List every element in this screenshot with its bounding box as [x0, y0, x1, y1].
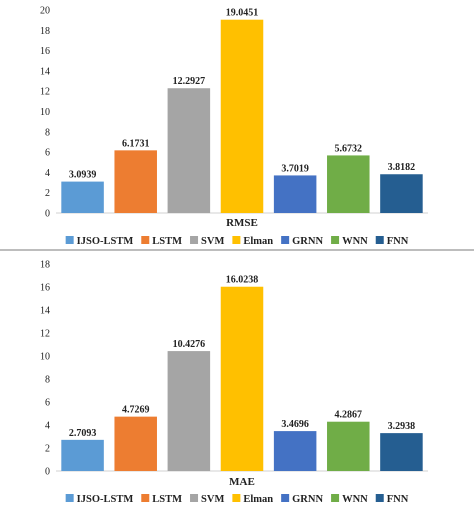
rmse-legend-swatch-svm	[190, 236, 199, 244]
mae-y-tick-label: 16	[40, 283, 50, 294]
mae-value-label-grnn: 3.4696	[281, 419, 309, 430]
mae-y-tick-label: 6	[45, 398, 50, 409]
rmse-chart-panel: 0 2 4 6 8 10 12 14 16 18 20 3.0939 6.1731 12.2927 19.0…	[0, 0, 474, 250]
rmse-y-tick-label: 12	[40, 87, 50, 98]
mae-value-label-ijso-lstm: 2.7093	[69, 428, 97, 439]
rmse-legend-swatch-lstm	[141, 236, 150, 244]
mae-x-axis-title: MAE	[229, 476, 255, 488]
mae-y-tick-label: 0	[45, 467, 50, 478]
rmse-bar-elman	[220, 19, 264, 214]
mae-chart-panel: 0 2 4 6 8 10 12 14 16 18 2.7093 4.7269 10.4276 16.023…	[0, 252, 474, 509]
rmse-bar-grnn	[273, 175, 317, 213]
mae-bar-grnn	[273, 431, 317, 471]
mae-y-tick-label: 8	[45, 375, 50, 386]
rmse-x-axis-title: RMSE	[226, 217, 258, 229]
rmse-bar-chart: 0 2 4 6 8 10 12 14 16 18 20 3.0939 6.1731 12.2927 19.0…	[40, 6, 428, 247]
rmse-y-tick-label: 6	[45, 148, 50, 159]
mae-value-label-lstm: 4.7269	[122, 405, 150, 416]
rmse-y-tick-label: 10	[40, 107, 50, 118]
rmse-legend-label-grnn: GRNN	[292, 236, 323, 247]
mae-legend-label-lstm: LSTM	[152, 494, 182, 505]
rmse-value-label-fnn: 3.8182	[388, 162, 416, 173]
mae-value-label-wnn: 4.2867	[335, 410, 363, 421]
rmse-legend-label-ijso-lstm: IJSO-LSTM	[77, 236, 134, 247]
rmse-legend-swatch-wnn	[331, 236, 340, 244]
rmse-legend-label-svm: SVM	[201, 236, 224, 247]
chart-divider	[0, 249, 474, 251]
mae-y-tick-label: 18	[40, 260, 50, 271]
rmse-bar-lstm	[114, 150, 157, 213]
mae-value-label-svm: 10.4276	[173, 339, 206, 350]
mae-legend-swatch-lstm	[141, 494, 150, 502]
rmse-bar-svm	[167, 88, 211, 213]
rmse-y-tick-label: 4	[45, 168, 50, 179]
rmse-bar-fnn	[380, 174, 423, 213]
mae-value-label-fnn: 3.2938	[388, 421, 416, 432]
mae-legend: IJSO-LSTM LSTM SVM Elman GRNN WNN FNN	[65, 494, 409, 505]
rmse-legend-swatch-ijso-lstm	[65, 236, 74, 244]
mae-legend-swatch-wnn	[331, 494, 340, 502]
rmse-y-tick-label: 20	[40, 6, 50, 17]
rmse-value-label-lstm: 6.1731	[122, 138, 150, 149]
rmse-legend-swatch-elman	[232, 236, 241, 244]
rmse-value-label-elman: 19.0451	[226, 8, 259, 19]
rmse-value-label-svm: 12.2927	[173, 76, 206, 87]
mae-legend-label-wnn: WNN	[342, 494, 368, 505]
rmse-y-tick-label: 2	[45, 188, 50, 199]
mae-value-label-elman: 16.0238	[226, 275, 259, 286]
mae-y-tick-label: 14	[40, 306, 50, 317]
mae-legend-swatch-grnn	[281, 494, 290, 502]
mae-bar-svm	[167, 351, 211, 471]
mae-bar-fnn	[380, 433, 423, 471]
rmse-y-tick-label: 16	[40, 46, 50, 57]
mae-legend-label-ijso-lstm: IJSO-LSTM	[77, 494, 134, 505]
mae-bar-elman	[220, 286, 264, 471]
rmse-legend: IJSO-LSTM LSTM SVM Elman GRNN WNN FNN	[65, 236, 409, 247]
mae-legend-swatch-fnn	[375, 494, 384, 502]
mae-legend-label-grnn: GRNN	[292, 494, 323, 505]
rmse-legend-label-wnn: WNN	[342, 236, 368, 247]
rmse-value-label-wnn: 5.6732	[335, 143, 363, 154]
mae-y-tick-label: 10	[40, 352, 50, 363]
rmse-y-tick-label: 8	[45, 127, 50, 138]
rmse-legend-label-lstm: LSTM	[152, 236, 182, 247]
rmse-bar-ijso-lstm	[61, 181, 104, 213]
rmse-y-tick-label: 0	[45, 209, 50, 220]
rmse-bar-wnn	[327, 155, 370, 213]
rmse-value-label-grnn: 3.7019	[281, 163, 309, 174]
mae-legend-label-fnn: FNN	[387, 494, 409, 505]
rmse-y-tick-label: 14	[40, 66, 50, 77]
mae-y-tick-label: 4	[45, 421, 50, 432]
mae-bar-ijso-lstm	[61, 439, 104, 471]
rmse-legend-swatch-fnn	[375, 236, 384, 244]
mae-bar-wnn	[327, 421, 370, 471]
mae-y-tick-label: 12	[40, 329, 50, 340]
rmse-legend-label-fnn: FNN	[387, 236, 409, 247]
mae-legend-swatch-svm	[190, 494, 199, 502]
rmse-value-label-ijso-lstm: 3.0939	[69, 170, 97, 181]
mae-legend-label-svm: SVM	[201, 494, 224, 505]
mae-legend-swatch-ijso-lstm	[65, 494, 74, 502]
mae-legend-label-elman: Elman	[243, 494, 273, 505]
mae-bar-chart: 0 2 4 6 8 10 12 14 16 18 2.7093 4.7269 10.4276 16.023…	[40, 260, 428, 505]
mae-y-tick-label: 2	[45, 444, 50, 455]
rmse-legend-swatch-grnn	[281, 236, 290, 244]
rmse-y-tick-label: 18	[40, 26, 50, 37]
rmse-legend-label-elman: Elman	[243, 236, 273, 247]
mae-bar-lstm	[114, 416, 157, 471]
mae-legend-swatch-elman	[232, 494, 241, 502]
